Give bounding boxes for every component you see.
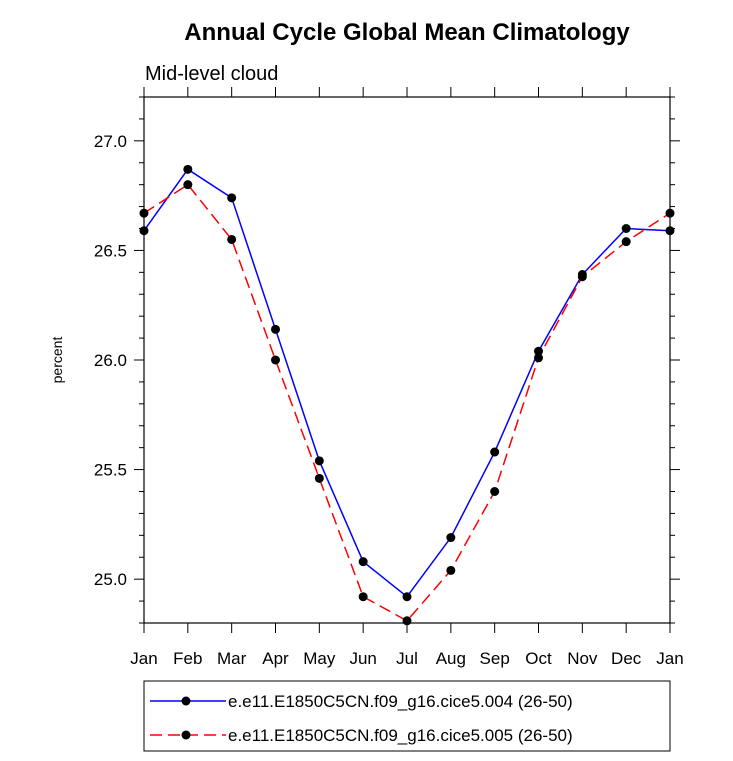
data-point-series-2 (314, 473, 324, 483)
axis-ticks: 25.0 25.5 26.0 26.5 27.0 Jan Feb Mar Apr May Jun Ju… (94, 87, 684, 668)
x-tick-label: Feb (173, 649, 202, 668)
chart-subtitle: Mid-level cloud (145, 63, 278, 85)
data-point-series-1 (534, 346, 543, 356)
data-point-series-2 (665, 208, 675, 218)
x-tick-label: Jul (396, 649, 418, 668)
data-point-series-2 (490, 487, 500, 496)
data-point-series-1 (446, 533, 456, 543)
data-point-series-1 (665, 226, 675, 236)
y-tick-label: 26.5 (94, 241, 127, 260)
y-axis-label: percent (49, 337, 65, 384)
x-tick-label: May (303, 649, 336, 668)
series-layer (139, 164, 675, 626)
data-point-series-1 (358, 557, 368, 567)
plot-frame (143, 96, 671, 624)
data-point-series-1 (183, 164, 193, 174)
data-point-series-2 (139, 208, 149, 218)
x-tick-label: Jan (656, 649, 683, 668)
x-tick-label: Mar (217, 649, 247, 668)
data-point-series-1 (314, 456, 324, 466)
x-tick-label: Aug (436, 649, 466, 668)
y-tick-label: 27.0 (94, 132, 127, 151)
data-point-series-1 (490, 447, 500, 457)
y-tick-label: 26.0 (94, 351, 127, 370)
data-point-series-2 (402, 616, 412, 626)
x-tick-label: Apr (262, 649, 289, 668)
y-tick-label: 25.5 (94, 461, 127, 480)
legend-marker-2 (181, 730, 191, 740)
x-tick-label: Nov (567, 649, 598, 668)
series-line-2 (143, 183, 671, 622)
x-tick-label: Sep (480, 649, 510, 668)
data-point-series-2 (534, 353, 543, 363)
legend-marker-1 (181, 696, 191, 706)
legend: e.e11.E1850C5CN.f09_g16.cice5.004 (26-50… (143, 680, 671, 752)
data-point-series-2 (227, 234, 237, 244)
data-point-series-1 (271, 324, 280, 334)
chart-title: Annual Cycle Global Mean Climatology (184, 19, 630, 46)
legend-label-1: e.e11.E1850C5CN.f09_g16.cice5.004 (26-50… (228, 692, 573, 711)
data-point-series-2 (621, 237, 631, 247)
x-tick-label: Jan (130, 649, 157, 668)
data-point-series-2 (183, 180, 193, 190)
data-point-series-2 (577, 272, 587, 282)
x-tick-label: Oct (525, 649, 552, 668)
data-point-series-1 (139, 226, 149, 236)
data-point-series-2 (358, 592, 368, 602)
data-point-series-2 (271, 355, 280, 365)
legend-label-2: e.e11.E1850C5CN.f09_g16.cice5.005 (26-50… (228, 726, 573, 745)
data-point-series-1 (621, 224, 631, 233)
data-point-series-1 (227, 193, 237, 203)
data-point-series-1 (402, 592, 412, 602)
x-tick-label: Dec (611, 649, 642, 668)
data-point-series-2 (446, 565, 456, 575)
y-tick-label: 25.0 (94, 570, 127, 589)
series-line-1 (143, 168, 671, 598)
x-tick-label: Jun (349, 649, 376, 668)
legend-box (143, 680, 671, 752)
